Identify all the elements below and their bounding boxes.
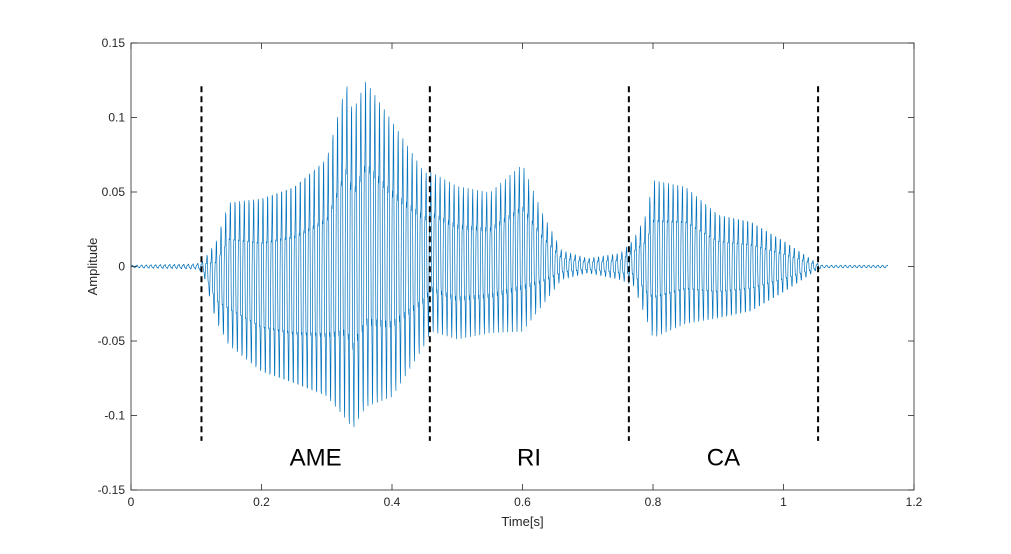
y-tick-label: -0.15 — [98, 483, 126, 497]
y-tick-label: 0.05 — [102, 185, 126, 199]
x-axis-label: Time[s] — [501, 514, 543, 529]
y-tick-label: -0.05 — [98, 334, 126, 348]
segment-label-2: RI — [517, 445, 541, 472]
axes: 0 0.2 0.4 0.6 0.8 1 1.2 0.15 0.1 0.05 0 -0.05 -0.1 -0… — [98, 36, 923, 509]
plot-area — [130, 81, 889, 441]
y-tick-label: 0.1 — [108, 111, 125, 125]
y-tick-label: 0.15 — [102, 36, 126, 50]
x-tick-label: 0.8 — [645, 495, 662, 509]
x-tick-label: 1 — [780, 495, 787, 509]
y-tick-label: -0.1 — [104, 409, 125, 423]
x-tick-label: 0.6 — [514, 495, 531, 509]
x-tick-label: 0 — [128, 495, 135, 509]
y-tick-label: 0 — [118, 260, 125, 274]
y-axis-label: Amplitude — [85, 238, 100, 296]
segment-label-1: AME — [290, 445, 342, 472]
segment-label-3: CA — [707, 445, 740, 472]
x-tick-label: 0.2 — [253, 495, 270, 509]
x-tick-label: 0.4 — [384, 495, 401, 509]
x-tick-label: 1.2 — [906, 495, 923, 509]
labels: Time[s] Amplitude AME RI CA — [85, 238, 740, 529]
series-line — [130, 81, 889, 428]
